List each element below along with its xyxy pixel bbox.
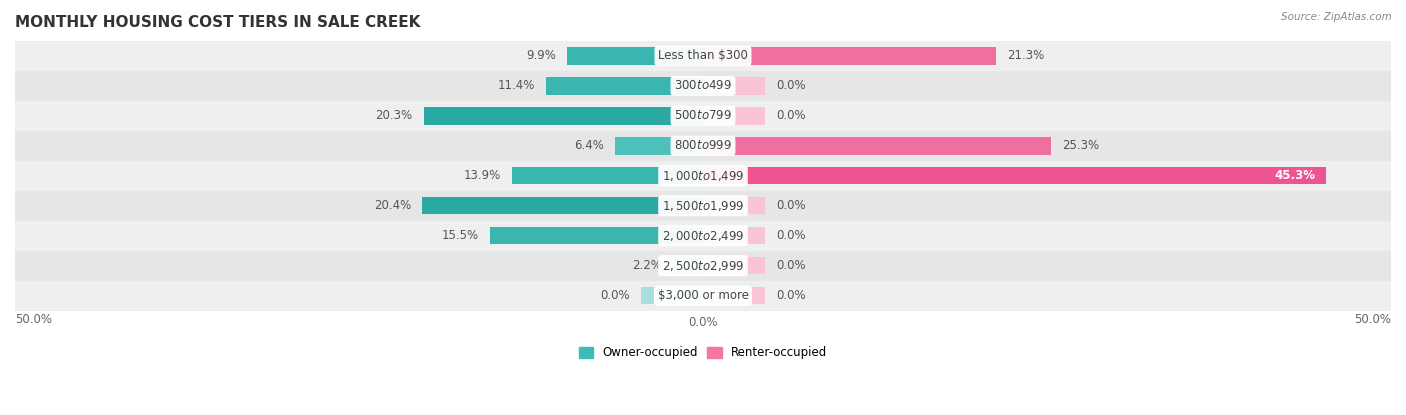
Bar: [703, 47, 995, 65]
Legend: Owner-occupied, Renter-occupied: Owner-occupied, Renter-occupied: [574, 342, 832, 364]
Text: $1,000 to $1,499: $1,000 to $1,499: [662, 169, 744, 183]
Bar: [0, 191, 1406, 221]
Bar: [0, 131, 1406, 161]
Text: 0.0%: 0.0%: [776, 109, 806, 122]
Text: MONTHLY HOUSING COST TIERS IN SALE CREEK: MONTHLY HOUSING COST TIERS IN SALE CREEK: [15, 15, 420, 30]
Bar: [0, 71, 1406, 101]
Text: 50.0%: 50.0%: [15, 313, 52, 326]
Text: Source: ZipAtlas.com: Source: ZipAtlas.com: [1281, 12, 1392, 22]
Bar: [0, 281, 1406, 311]
Bar: [703, 257, 765, 274]
Text: $2,000 to $2,499: $2,000 to $2,499: [662, 229, 744, 243]
Bar: [422, 197, 703, 215]
Text: 2.2%: 2.2%: [631, 259, 662, 272]
Text: Less than $300: Less than $300: [658, 49, 748, 62]
Bar: [546, 77, 703, 95]
Text: 0.0%: 0.0%: [776, 199, 806, 212]
Bar: [0, 221, 1406, 251]
Text: $300 to $499: $300 to $499: [673, 79, 733, 93]
Bar: [512, 167, 703, 185]
Bar: [567, 47, 703, 65]
Text: $2,500 to $2,999: $2,500 to $2,999: [662, 259, 744, 273]
Bar: [0, 251, 1406, 281]
Text: 45.3%: 45.3%: [1274, 169, 1316, 182]
Bar: [423, 107, 703, 124]
Text: 0.0%: 0.0%: [776, 229, 806, 242]
Bar: [703, 137, 1052, 154]
Text: 0.0%: 0.0%: [776, 259, 806, 272]
Bar: [0, 161, 1406, 191]
Bar: [703, 167, 1326, 185]
Text: 15.5%: 15.5%: [441, 229, 478, 242]
Text: 20.4%: 20.4%: [374, 199, 412, 212]
Text: $1,500 to $1,999: $1,500 to $1,999: [662, 199, 744, 213]
Text: $500 to $799: $500 to $799: [673, 109, 733, 122]
Text: 0.0%: 0.0%: [776, 79, 806, 93]
Text: 50.0%: 50.0%: [1354, 313, 1391, 326]
Text: 13.9%: 13.9%: [464, 169, 501, 182]
Text: 6.4%: 6.4%: [574, 139, 605, 152]
Bar: [0, 41, 1406, 71]
Text: $3,000 or more: $3,000 or more: [658, 289, 748, 302]
Text: 20.3%: 20.3%: [375, 109, 413, 122]
Bar: [614, 137, 703, 154]
Bar: [489, 227, 703, 244]
Text: 0.0%: 0.0%: [600, 289, 630, 302]
Bar: [0, 101, 1406, 131]
Text: $800 to $999: $800 to $999: [673, 139, 733, 152]
Text: 11.4%: 11.4%: [498, 79, 536, 93]
Bar: [703, 227, 765, 244]
Text: 0.0%: 0.0%: [776, 289, 806, 302]
Bar: [703, 287, 765, 305]
Bar: [703, 197, 765, 215]
Bar: [703, 77, 765, 95]
Text: 21.3%: 21.3%: [1007, 49, 1045, 62]
Bar: [703, 107, 765, 124]
Text: 25.3%: 25.3%: [1062, 139, 1099, 152]
Text: 9.9%: 9.9%: [526, 49, 555, 62]
Bar: [672, 257, 703, 274]
Bar: [641, 287, 703, 305]
